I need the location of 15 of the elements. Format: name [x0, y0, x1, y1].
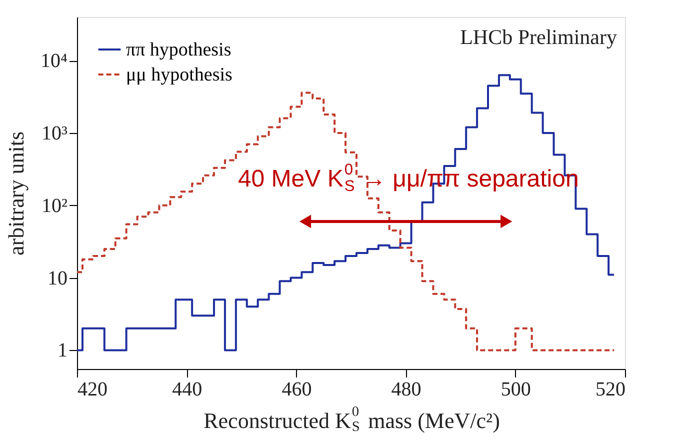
y-axis-title: arbitrary units [4, 131, 29, 256]
x-tick-label: 500 [500, 378, 531, 400]
annotation: LHCb Preliminary [460, 25, 618, 49]
y-tick-label: 10² [42, 194, 68, 217]
y-tick-label: 10 [48, 267, 68, 290]
x-tick-label: 420 [78, 378, 108, 400]
legend-label: μμ hypothesis [126, 64, 232, 86]
x-tick-label: 480 [391, 378, 422, 400]
x-tick-label: 460 [282, 378, 312, 400]
y-tick-label: 1 [58, 340, 68, 362]
legend-label: ππ hypothesis [126, 40, 232, 60]
y-tick-label: 10⁴ [40, 50, 68, 72]
y-tick-label: 10³ [42, 122, 68, 144]
x-tick-label: 520 [596, 378, 626, 400]
x-tick-label: 440 [172, 378, 202, 400]
